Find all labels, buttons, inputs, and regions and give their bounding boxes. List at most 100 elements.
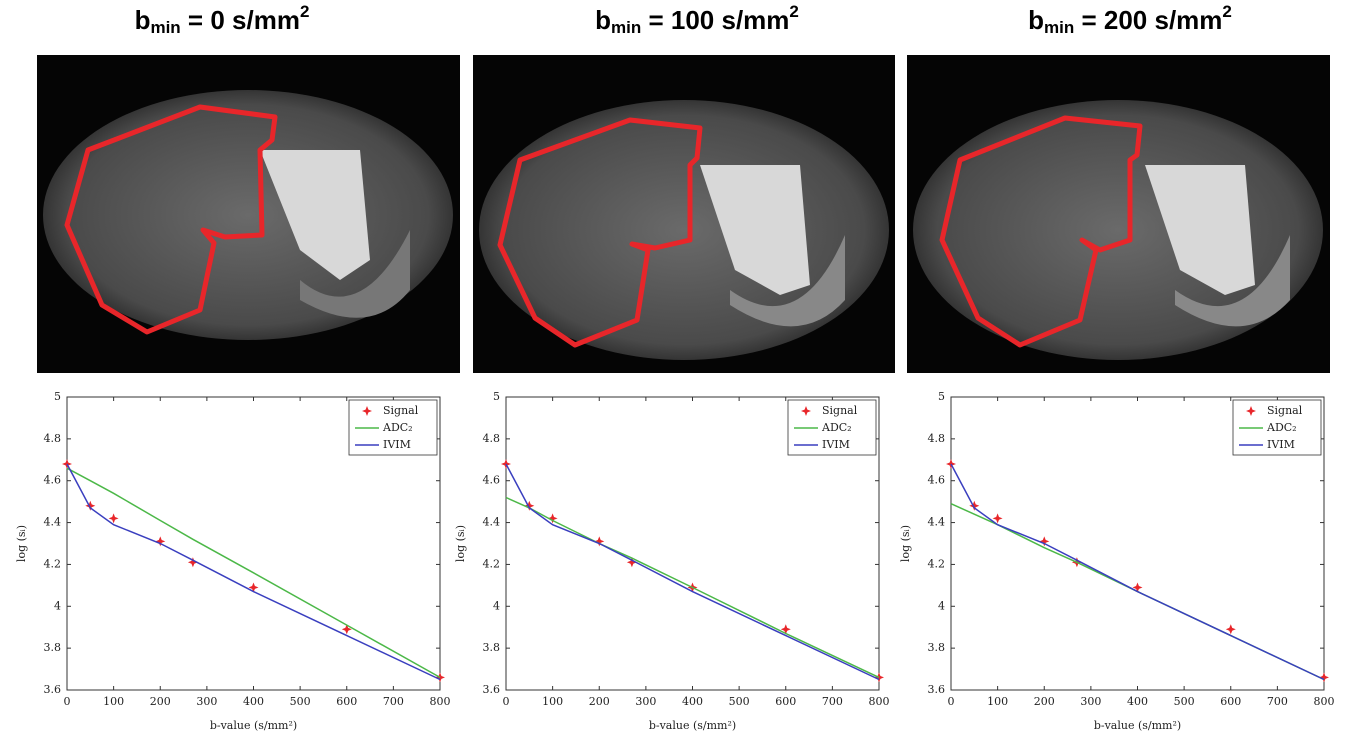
chart-title: bmin = 100 s/mm2 — [595, 2, 799, 37]
y-tick-label: 4 — [54, 599, 61, 612]
y-tick-label: 5 — [54, 390, 61, 403]
x-tick-label: 200 — [1034, 695, 1055, 708]
y-tick-label: 4.2 — [483, 557, 501, 570]
series-line — [950, 463, 1325, 681]
legend-marker — [1246, 406, 1256, 416]
x-axis-label: b-value (s/mm²) — [649, 719, 736, 732]
mri-panel — [37, 55, 460, 373]
x-tick-label: 300 — [196, 695, 217, 708]
mri-panel — [473, 55, 895, 373]
y-tick-label: 4.8 — [928, 432, 946, 445]
x-axis-label: b-value (s/mm²) — [1094, 719, 1181, 732]
signal-point — [85, 500, 96, 511]
y-tick-label: 5 — [938, 390, 945, 403]
signal-point — [547, 513, 558, 524]
title-sup: 2 — [1222, 2, 1231, 21]
x-tick-label: 200 — [150, 695, 171, 708]
legend-label: IVIM — [383, 438, 411, 451]
x-tick-label: 700 — [383, 695, 404, 708]
x-tick-label: 800 — [430, 695, 451, 708]
legend-label: ADC₂ — [1266, 421, 1297, 434]
y-tick-label: 4.6 — [483, 474, 501, 487]
x-tick-label: 300 — [635, 695, 656, 708]
y-tick-label: 3.8 — [928, 641, 946, 654]
y-axis-label: log (sᵢ) — [15, 525, 28, 562]
signal-point — [1132, 582, 1143, 593]
y-tick-label: 3.6 — [928, 683, 946, 696]
y-tick-label: 4 — [938, 599, 945, 612]
signal-point — [780, 624, 791, 635]
x-tick-label: 800 — [869, 695, 890, 708]
legend-label: ADC₂ — [821, 421, 852, 434]
chart-title: bmin = 0 s/mm2 — [135, 2, 310, 37]
title-text: = 0 s/mm — [181, 5, 300, 35]
y-tick-label: 4.6 — [44, 474, 62, 487]
title-sub: min — [150, 18, 180, 37]
y-tick-label: 3.6 — [44, 683, 62, 696]
legend-label: IVIM — [1267, 438, 1295, 451]
legend-marker — [362, 406, 372, 416]
y-tick-label: 4.8 — [483, 432, 501, 445]
x-tick-label: 400 — [1127, 695, 1148, 708]
signal-point — [992, 513, 1003, 524]
y-tick-label: 4.2 — [928, 557, 946, 570]
y-axis-label: log (sᵢ) — [899, 525, 912, 562]
legend-label: IVIM — [822, 438, 850, 451]
x-tick-label: 100 — [987, 695, 1008, 708]
y-tick-label: 3.6 — [483, 683, 501, 696]
x-tick-label: 600 — [1220, 695, 1241, 708]
x-tick-label: 800 — [1314, 695, 1335, 708]
signal-point — [155, 536, 166, 547]
title-text: = 100 s/mm — [641, 5, 789, 35]
y-tick-label: 4.2 — [44, 557, 62, 570]
title-sub: min — [1044, 18, 1074, 37]
signal-point — [594, 536, 605, 547]
signal-point — [626, 557, 637, 568]
title-base: b — [1028, 5, 1044, 35]
signal-point — [248, 582, 259, 593]
x-tick-label: 400 — [243, 695, 264, 708]
signal-point — [969, 500, 980, 511]
x-tick-label: 0 — [503, 695, 510, 708]
y-axis-label: log (sᵢ) — [454, 525, 467, 562]
mri-panel — [907, 55, 1330, 373]
legend-label: Signal — [1267, 404, 1303, 417]
y-tick-label: 4.4 — [44, 516, 62, 529]
title-sup: 2 — [300, 2, 309, 21]
x-tick-label: 500 — [729, 695, 750, 708]
x-tick-label: 600 — [775, 695, 796, 708]
y-tick-label: 4.8 — [44, 432, 62, 445]
x-tick-label: 200 — [589, 695, 610, 708]
y-tick-label: 4 — [493, 599, 500, 612]
x-tick-label: 500 — [290, 695, 311, 708]
title-base: b — [595, 5, 611, 35]
title-text: = 200 s/mm — [1074, 5, 1222, 35]
x-tick-label: 500 — [1174, 695, 1195, 708]
x-axis-label: b-value (s/mm²) — [210, 719, 297, 732]
legend-label: Signal — [822, 404, 858, 417]
legend-marker — [801, 406, 811, 416]
x-tick-label: 400 — [682, 695, 703, 708]
x-tick-label: 100 — [103, 695, 124, 708]
x-tick-label: 700 — [822, 695, 843, 708]
series-line — [505, 463, 880, 681]
x-tick-label: 600 — [336, 695, 357, 708]
signal-point — [341, 624, 352, 635]
y-tick-label: 4.6 — [928, 474, 946, 487]
title-sub: min — [611, 18, 641, 37]
y-tick-label: 4.4 — [928, 516, 946, 529]
legend-label: Signal — [383, 404, 419, 417]
x-tick-label: 0 — [948, 695, 955, 708]
title-base: b — [135, 5, 151, 35]
title-sup: 2 — [789, 2, 798, 21]
signal-point — [1319, 672, 1329, 683]
legend-label: ADC₂ — [382, 421, 413, 434]
x-tick-label: 300 — [1080, 695, 1101, 708]
y-tick-label: 5 — [493, 390, 500, 403]
series-line — [66, 467, 441, 679]
x-tick-label: 700 — [1267, 695, 1288, 708]
signal-point — [1039, 536, 1050, 547]
signal-point — [524, 500, 535, 511]
signal-point — [1225, 624, 1236, 635]
